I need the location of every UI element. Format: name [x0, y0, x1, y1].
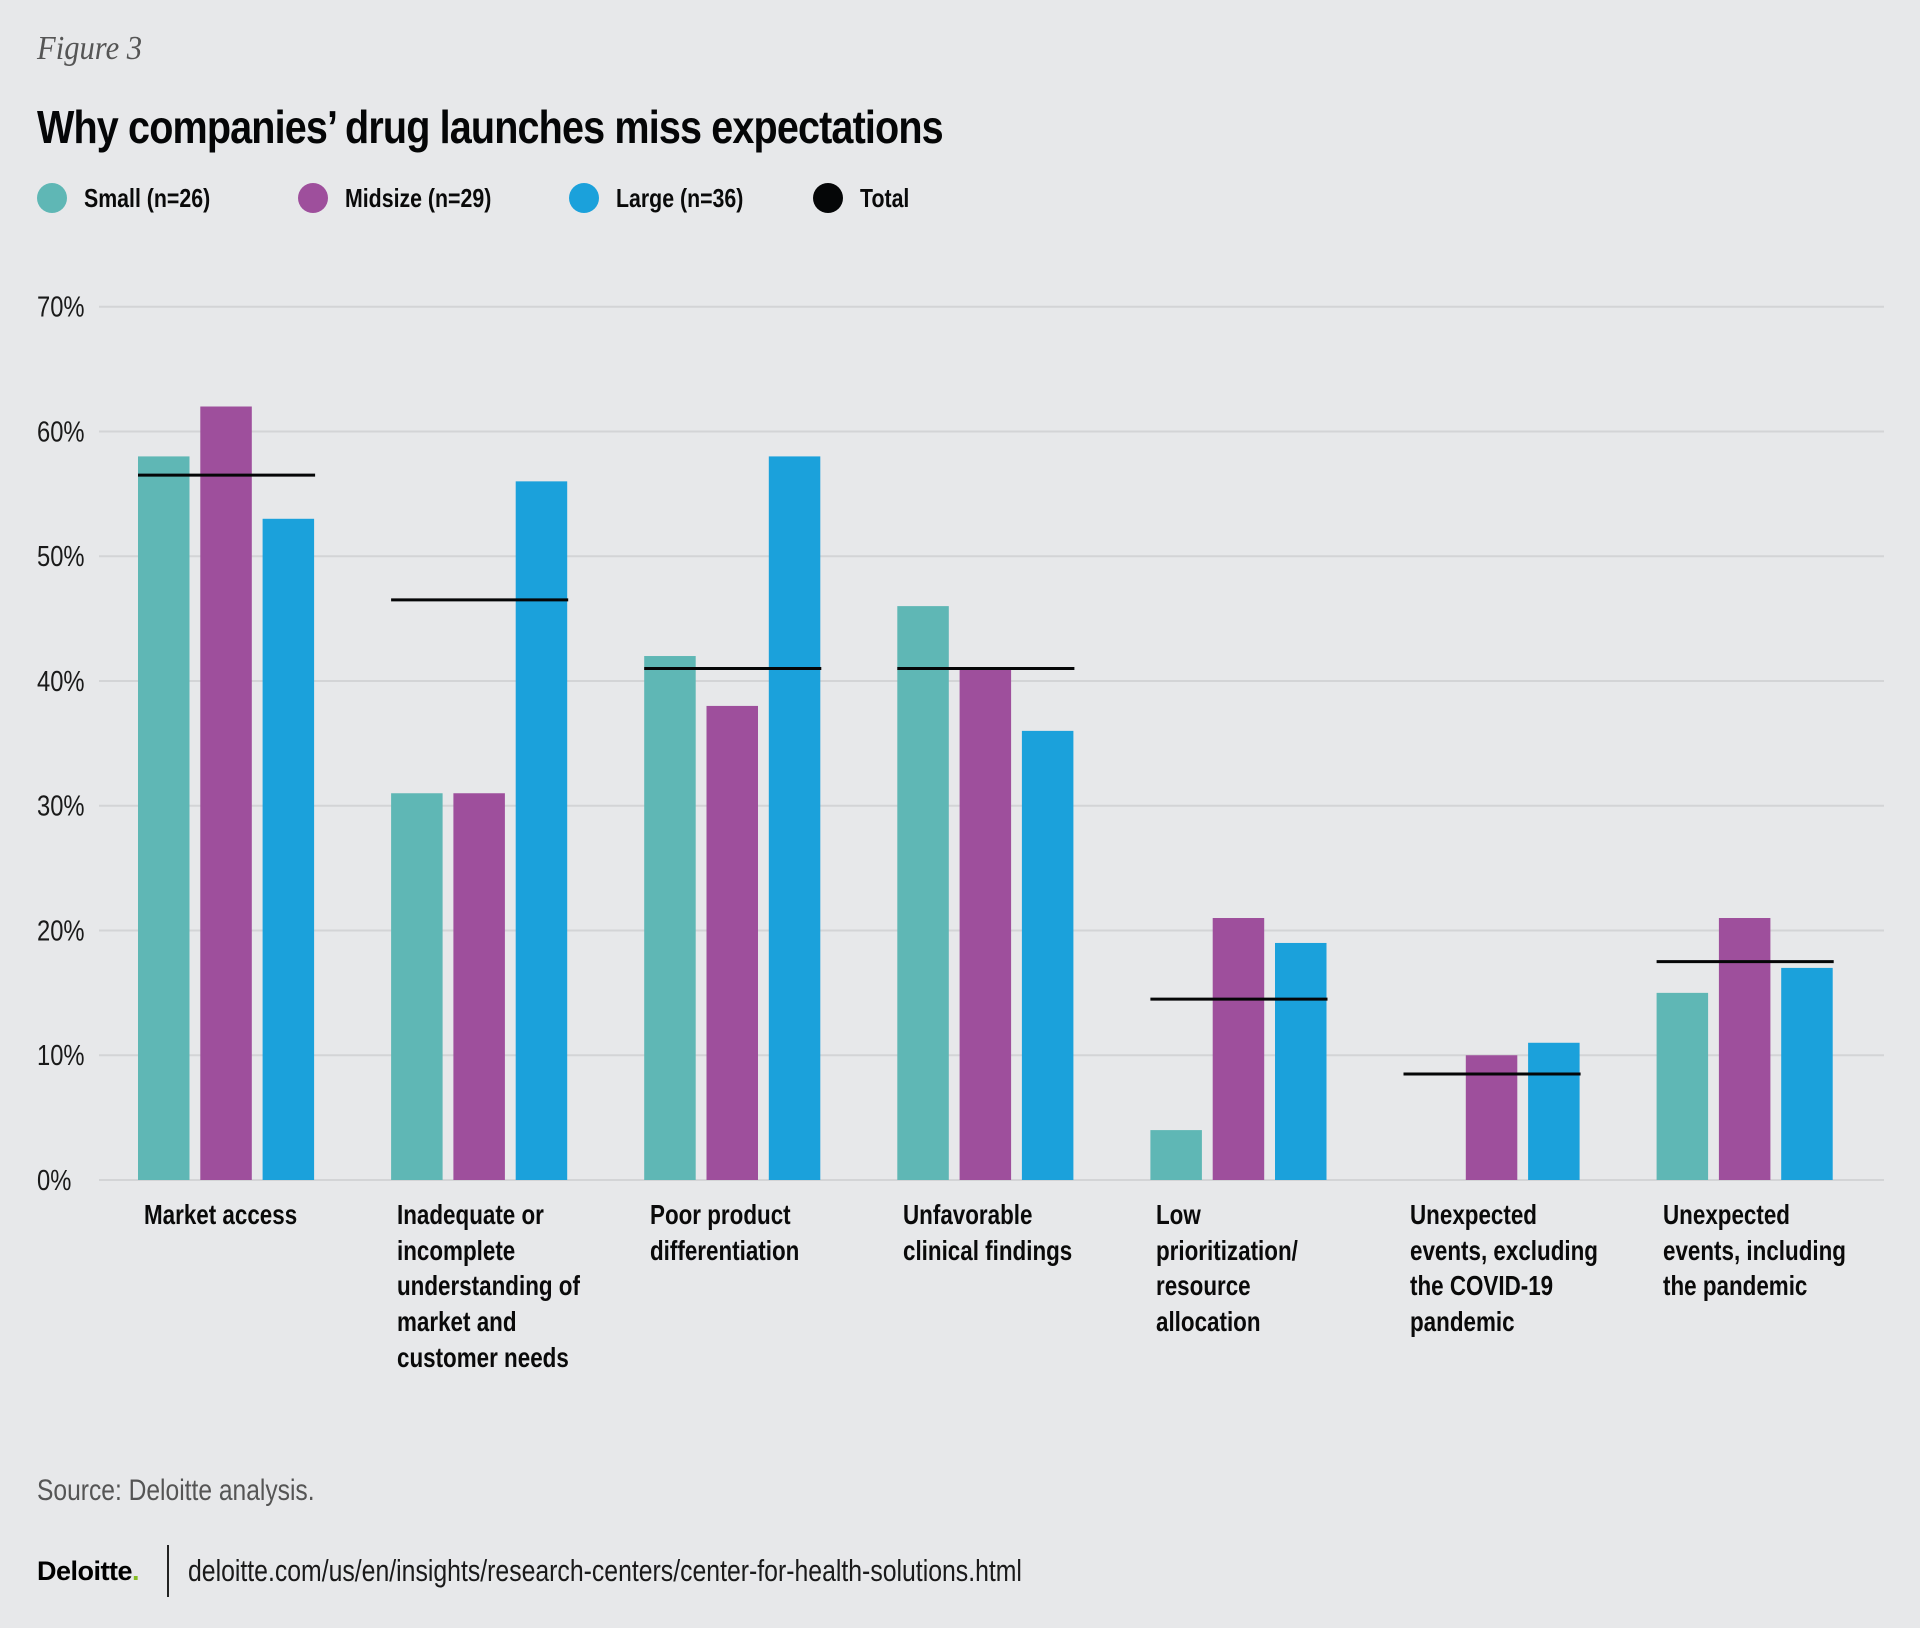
- x-tick-label-line: Market access: [144, 1199, 298, 1230]
- x-tick-label-line: Unexpected: [1662, 1199, 1790, 1230]
- x-tick-label-line: Unfavorable: [903, 1199, 1033, 1230]
- x-tick-label: Low prioritization/resource allocation: [1156, 1197, 1298, 1340]
- bar-midsize: [1718, 918, 1771, 1180]
- source-note: Source: Deloitte analysis.: [37, 1474, 315, 1507]
- bar-large: [1528, 1042, 1580, 1180]
- legend-label-large: Large (n=36): [616, 183, 744, 213]
- legend-swatch-small-icon: [37, 183, 67, 213]
- legend-label-midsize: Midsize (n=29): [345, 183, 492, 213]
- x-tick-label-line: incomplete: [397, 1234, 516, 1266]
- y-axis-ticks: 0% 10% 20% 30% 40% 50% 60% 70%: [37, 290, 85, 1196]
- bar-large: [262, 518, 315, 1180]
- x-tick-label-line: Inadequate or: [397, 1199, 544, 1230]
- y-tick-label: 20%: [37, 914, 85, 947]
- x-tick-label-line: the COVID-19: [1409, 1270, 1553, 1302]
- bar-small: [138, 456, 190, 1180]
- bar-midsize: [200, 406, 252, 1180]
- bar-small: [1656, 992, 1709, 1180]
- legend-label-total: Total: [860, 183, 910, 213]
- x-tick-label: Unfavorable clinical findings: [903, 1197, 1072, 1268]
- y-tick-label: 40%: [37, 665, 85, 698]
- bar-midsize: [453, 793, 505, 1180]
- x-tick-label: Unexpected events, excluding the COVID-19 p…: [1410, 1197, 1598, 1340]
- x-tick-label-line: Poor product: [650, 1199, 791, 1230]
- x-tick-label-line: market and: [397, 1306, 517, 1338]
- figure-label: Figure 3: [37, 30, 143, 67]
- bars: [138, 406, 1833, 1180]
- legend-swatch-total-icon: [813, 183, 843, 213]
- bar-midsize: [706, 705, 758, 1180]
- x-tick-label-line: events, including: [1662, 1234, 1846, 1266]
- x-tick-label-line: understanding of: [397, 1270, 581, 1302]
- x-tick-label-line: events, excluding: [1409, 1234, 1598, 1266]
- deloitte-logo: Deloitte.: [37, 1556, 140, 1587]
- x-tick-label-line: pandemic: [1409, 1306, 1515, 1338]
- y-tick-label: 30%: [37, 789, 85, 822]
- x-tick-label-line: resource: [1156, 1270, 1252, 1302]
- bar-small: [1150, 1130, 1202, 1180]
- bar-large: [1781, 967, 1833, 1180]
- legend-swatch-large-icon: [569, 183, 599, 213]
- y-tick-label: 0%: [37, 1164, 71, 1197]
- y-tick-label: 10%: [37, 1039, 85, 1072]
- x-tick-label-line: customer needs: [397, 1341, 569, 1373]
- y-tick-label: 50%: [37, 540, 85, 573]
- y-tick-label: 70%: [37, 290, 85, 323]
- bar-small: [644, 656, 696, 1180]
- legend-label-small: Small (n=26): [84, 183, 211, 213]
- x-tick-label: Inadequate or incomplete understanding of m…: [397, 1197, 580, 1376]
- bar-large: [515, 481, 568, 1180]
- x-tick-label-line: allocation: [1156, 1306, 1261, 1338]
- x-tick-label-line: prioritization/: [1156, 1234, 1299, 1266]
- bar-midsize: [1212, 918, 1265, 1180]
- bar-small: [391, 793, 443, 1180]
- logo-dot-icon: .: [132, 1556, 140, 1586]
- x-tick-label-line: Low: [1156, 1199, 1202, 1230]
- total-markers: [138, 473, 1834, 1076]
- x-tick-label-line: Unexpected: [1409, 1199, 1537, 1230]
- y-tick-label: 60%: [37, 415, 85, 448]
- bar-midsize: [959, 668, 1012, 1180]
- x-tick-label-line: the pandemic: [1662, 1270, 1807, 1302]
- bar-large: [768, 456, 821, 1180]
- logo-text: Deloitte: [37, 1556, 133, 1586]
- x-tick-label: Market access: [144, 1197, 297, 1233]
- x-tick-label-line: clinical findings: [903, 1234, 1073, 1266]
- bar-midsize: [1465, 1055, 1518, 1180]
- x-tick-label-line: differentiation: [650, 1234, 800, 1266]
- bar-large: [1021, 730, 1074, 1180]
- footer-divider: [167, 1545, 169, 1597]
- bar-small: [897, 606, 949, 1180]
- chart-title: Why companies’ drug launches miss expect…: [37, 101, 944, 153]
- legend-swatch-midsize-icon: [298, 183, 328, 213]
- x-tick-label: Unexpected events, including the pandemic: [1663, 1197, 1846, 1304]
- x-tick-label: Poor product differentiation: [650, 1197, 799, 1268]
- bar-large: [1275, 942, 1327, 1180]
- footer-url-link[interactable]: deloitte.com/us/en/insights/research-cen…: [188, 1553, 1022, 1588]
